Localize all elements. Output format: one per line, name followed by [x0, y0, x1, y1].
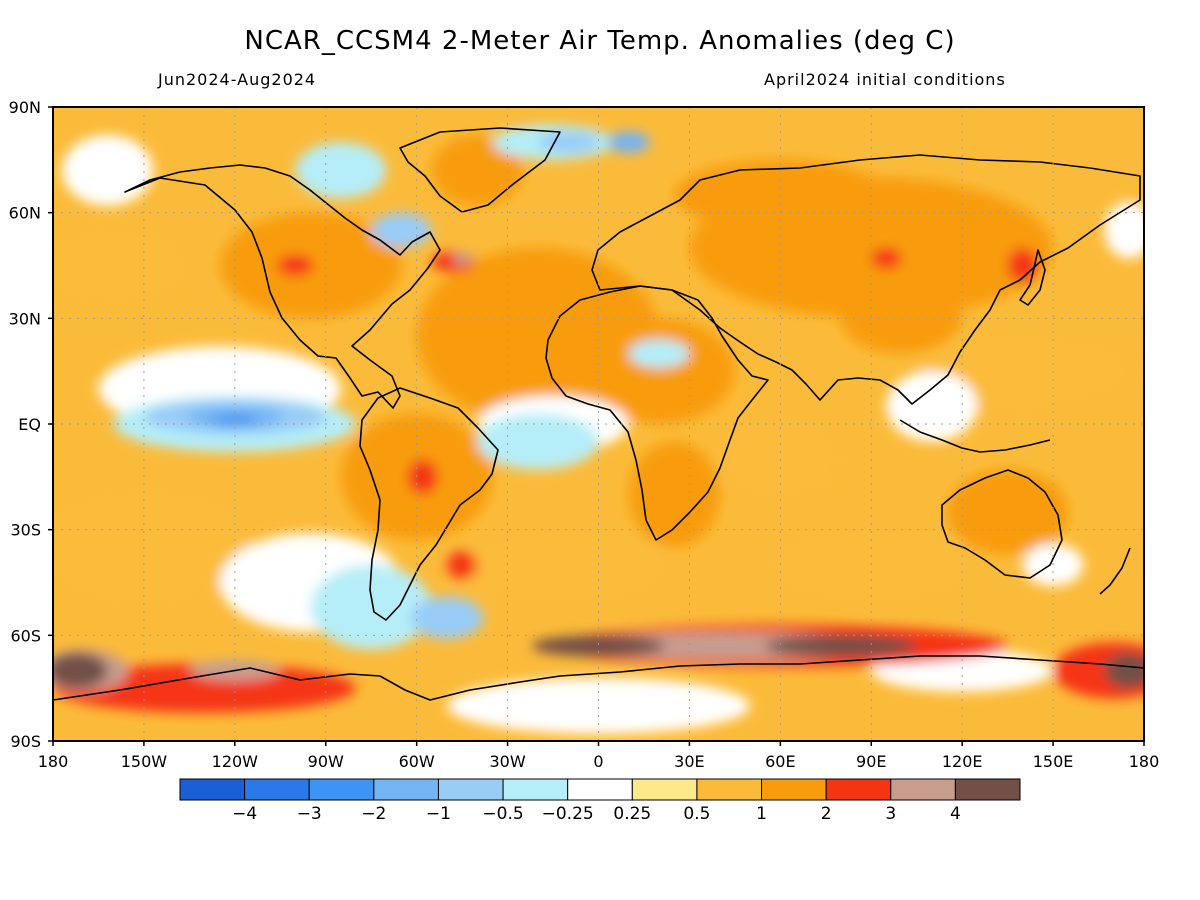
lon-tick-label: 120W [212, 752, 259, 771]
colorbar-swatch [437, 778, 504, 801]
anomaly-region [277, 254, 314, 277]
anomaly-region [1104, 202, 1144, 259]
anomaly-region [871, 247, 902, 270]
lat-tick-label: 60N [9, 204, 41, 223]
initial-conditions: April2024 initial conditions [764, 70, 1006, 89]
colorbar-swatch [890, 778, 956, 801]
lon-tick-label: 180 [38, 752, 69, 771]
lat-tick-label: 90N [9, 98, 41, 117]
colorbar-swatch [308, 778, 375, 801]
colorbar-label: −2 [361, 804, 386, 824]
lon-tick-label: 0 [593, 752, 603, 771]
coastlines [53, 127, 1144, 701]
anomaly-region [1007, 247, 1038, 284]
anomaly-region [446, 677, 751, 734]
anomaly-region [628, 339, 690, 368]
lat-tick-label: 60S [10, 626, 41, 645]
colorbar-swatch [567, 778, 633, 801]
colorbar-label: 0.25 [613, 804, 651, 824]
lon-tick-label: 180 [1129, 752, 1160, 771]
anomaly-region [53, 223, 190, 308]
greenland-coast [399, 127, 561, 213]
lon-tick-label: 30W [489, 752, 525, 771]
colorbar-label: −3 [297, 804, 322, 824]
forecast-period: Jun2024-Aug2024 [158, 70, 317, 89]
anomaly-region [410, 596, 484, 639]
anomaly-region [310, 564, 432, 650]
anomaly-region [462, 522, 675, 608]
anomaly-region [62, 135, 154, 206]
lat-tick-label: 90S [10, 732, 41, 751]
colorbar-label: −0.25 [542, 804, 594, 824]
anomaly-region [531, 635, 666, 657]
colorbar-swatch [954, 778, 1021, 801]
anomaly-region [607, 131, 651, 153]
grid-lines [53, 107, 1144, 741]
colorbar: −4 −3 −2 −1 −0.5 −0.25 0.25 0.5 1 2 3 4 [179, 778, 1021, 824]
lon-tick-label: 60W [399, 752, 435, 771]
anomaly-region [446, 550, 478, 579]
anomaly-region [886, 371, 978, 442]
lat-tick-label: 30S [10, 521, 41, 540]
indonesia-coast [899, 419, 1051, 453]
anomaly-region [947, 469, 1069, 555]
colorbar-label: 4 [950, 804, 961, 824]
colorbar-swatch [373, 778, 439, 801]
colorbar-swatch [631, 778, 698, 801]
colorbar-label: 2 [821, 804, 832, 824]
eurasia-coast [591, 154, 1141, 405]
antarctica-coast [53, 655, 1144, 701]
anomaly-region [371, 212, 432, 248]
lat-tick-label: EQ [18, 415, 41, 434]
lon-tick-label: 120E [942, 752, 983, 771]
lon-tick-label: 90E [856, 752, 886, 771]
colorbar-label: −1 [426, 804, 451, 824]
colorbar-label: 0.5 [683, 804, 710, 824]
anomaly-region [628, 441, 720, 548]
colorbar-label: 1 [756, 804, 767, 824]
japan-coast [1019, 249, 1046, 306]
anomaly-region [53, 652, 108, 689]
lon-tick-label: 60E [765, 752, 795, 771]
colorbar-swatch [696, 778, 763, 801]
anomaly-region [431, 135, 523, 206]
lat-tick-label: 30N [9, 309, 41, 328]
colorbar-swatch [244, 778, 310, 801]
new-zealand-coast [1099, 547, 1131, 595]
australia-coast [941, 469, 1063, 579]
lon-tick-label: 150E [1033, 752, 1074, 771]
colorbar-label: 3 [885, 804, 896, 824]
anomaly-region [1104, 652, 1144, 689]
lon-tick-label: 150W [121, 752, 168, 771]
anomaly-region [765, 635, 917, 657]
colorbar-swatch [502, 778, 569, 801]
anomaly-region [53, 483, 250, 611]
lon-tick-label: 90W [308, 752, 344, 771]
colorbar-swatch [179, 778, 246, 801]
colorbar-label: −0.5 [482, 804, 523, 824]
lon-tick-label: 30E [674, 752, 704, 771]
map-title: NCAR_CCSM4 2-Meter Air Temp. Anomalies (… [244, 26, 956, 56]
anomaly-region [583, 318, 735, 424]
colorbar-swatch [825, 778, 892, 801]
anomaly-region [295, 142, 387, 199]
south-america-coast [359, 387, 499, 621]
north-america-coast [124, 164, 441, 409]
anomaly-region [537, 131, 599, 153]
colorbar-swatch [761, 778, 827, 801]
colorbar-label: −4 [232, 804, 257, 824]
anomaly-region [453, 251, 472, 266]
anomaly-region [407, 459, 438, 495]
